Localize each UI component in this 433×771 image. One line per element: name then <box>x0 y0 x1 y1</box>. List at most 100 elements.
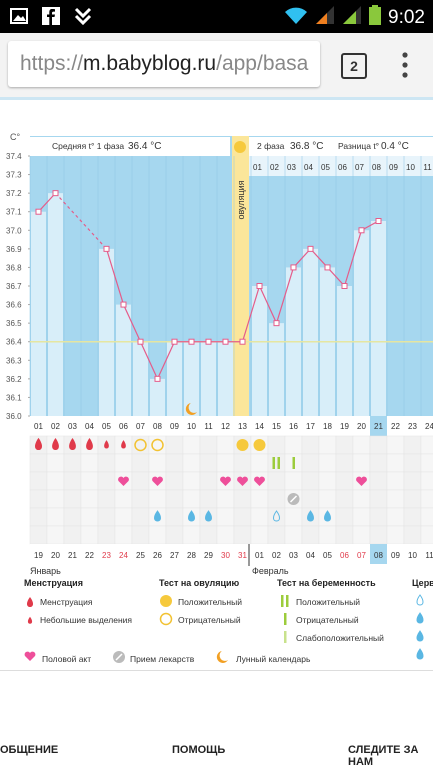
ovulation-negative-icon <box>134 438 147 452</box>
y-tick-label: 37.3 <box>6 171 22 180</box>
symbol-cell <box>403 453 422 473</box>
symbol-cell <box>131 525 150 545</box>
symbol-cell <box>114 507 133 527</box>
bbt-chart[interactable]: C° Средняя t° 1 фаза 36.4 °C 2 фаза 36.8… <box>0 100 433 670</box>
temp-line-segment <box>55 192 107 250</box>
menstruation-drop-icon <box>35 438 42 450</box>
legend-cervix-icon <box>416 612 424 624</box>
symbol-cell <box>80 489 99 509</box>
day-number: 08 <box>153 422 162 431</box>
symbol-cell <box>233 489 252 509</box>
day-number: 15 <box>272 422 281 431</box>
tabs-button[interactable]: 2 <box>341 53 367 79</box>
symbol-cell <box>335 525 354 545</box>
temp-line-segment <box>258 285 278 324</box>
legend-ovulation-positive-label: Положительный <box>178 597 242 607</box>
symbol-cell <box>369 507 388 527</box>
symbol-cell <box>420 471 433 491</box>
date-row <box>30 544 433 564</box>
symbol-cell <box>318 525 337 545</box>
day-number: 14 <box>255 422 264 431</box>
symbol-cell <box>284 507 303 527</box>
temp-column <box>150 378 165 416</box>
menstruation-drop-icon <box>69 438 76 450</box>
symbol-cell <box>301 453 320 473</box>
overflow-menu-icon[interactable] <box>400 51 410 84</box>
date-number: 02 <box>272 551 281 560</box>
pregnancy-positive-icon <box>272 457 275 469</box>
symbol-cell <box>335 453 354 473</box>
symbol-cell <box>216 435 235 455</box>
footer-link-follow[interactable]: СЛЕДИТЕ ЗА НАМ <box>348 744 419 768</box>
symbol-cell <box>369 525 388 545</box>
intercourse-heart-icon <box>237 476 248 486</box>
symbol-cell <box>369 471 388 491</box>
symbol-cell <box>386 507 405 527</box>
cervix-drop-icon <box>205 510 212 522</box>
symbol-cell <box>165 507 184 527</box>
legend-ovulation-title: Тест на овуляцию <box>159 578 240 588</box>
footer-link-community[interactable]: ОБЩЕНИЕ <box>0 744 59 756</box>
symbol-cell <box>352 435 371 455</box>
y-tick-label: 37.2 <box>6 189 22 198</box>
download-icon <box>74 7 92 25</box>
temp-column <box>337 286 352 416</box>
temp-point <box>171 338 178 345</box>
pregnancy-positive-icon <box>277 457 280 469</box>
date-number: 29 <box>204 551 213 560</box>
symbol-cell <box>148 453 167 473</box>
symbol-cell <box>420 435 433 455</box>
temp-line-segment <box>156 341 176 380</box>
footer-link-help[interactable]: ПОМОЩЬ <box>172 744 226 756</box>
intercourse-heart-icon <box>220 476 231 486</box>
symbol-cell <box>46 489 65 509</box>
moon-calendar-icon <box>185 403 197 415</box>
temp-line-segment <box>122 304 142 342</box>
symbol-cell <box>386 525 405 545</box>
symbol-cell <box>284 435 303 455</box>
signal-icon-2 <box>342 5 362 30</box>
day-number: 19 <box>340 422 349 431</box>
symbol-cell <box>267 525 286 545</box>
symbol-cell <box>131 507 150 527</box>
symbol-cell <box>233 453 252 473</box>
y-tick-label: 36.3 <box>6 356 22 365</box>
temp-line-segment <box>293 248 311 268</box>
url-field[interactable]: https://m.babyblog.ru/app/basa <box>8 41 320 87</box>
temp-column <box>354 230 369 416</box>
cervix-drop-icon <box>324 510 331 522</box>
phase2-day-number: 07 <box>355 163 364 172</box>
temp-point <box>307 245 314 252</box>
symbol-cell <box>335 435 354 455</box>
legend-menstruation-title: Менструация <box>24 578 83 588</box>
date-number: 04 <box>306 551 315 560</box>
symbol-cell <box>267 471 286 491</box>
temp-point <box>324 264 331 271</box>
menstruation-drop-icon <box>104 440 109 449</box>
phase2-day-number: 06 <box>338 163 347 172</box>
date-number: 08 <box>374 551 383 560</box>
day-number: 22 <box>391 422 400 431</box>
symbol-cell <box>301 489 320 509</box>
url-path: /app/basa <box>216 52 309 75</box>
symbol-cell <box>165 435 184 455</box>
day-number: 21 <box>374 422 383 431</box>
symbol-cell <box>29 489 48 509</box>
symbol-cell <box>420 453 433 473</box>
symbol-cell <box>420 507 433 527</box>
temp-column <box>48 193 63 416</box>
legend-moon-label: Лунный календарь <box>236 654 311 664</box>
phase2-day-number: 03 <box>287 163 296 172</box>
symbol-cell <box>335 489 354 509</box>
date-number: 06 <box>340 551 349 560</box>
date-number: 07 <box>357 551 366 560</box>
symbol-cell <box>63 507 82 527</box>
symbol-cell <box>369 489 388 509</box>
temp-column <box>252 286 267 416</box>
phase2-day-number: 08 <box>372 163 381 172</box>
date-number: 25 <box>136 551 145 560</box>
symbol-cell <box>250 489 269 509</box>
phase2-day-number: 09 <box>389 163 398 172</box>
temp-point <box>273 320 280 327</box>
temp-column <box>201 341 216 416</box>
